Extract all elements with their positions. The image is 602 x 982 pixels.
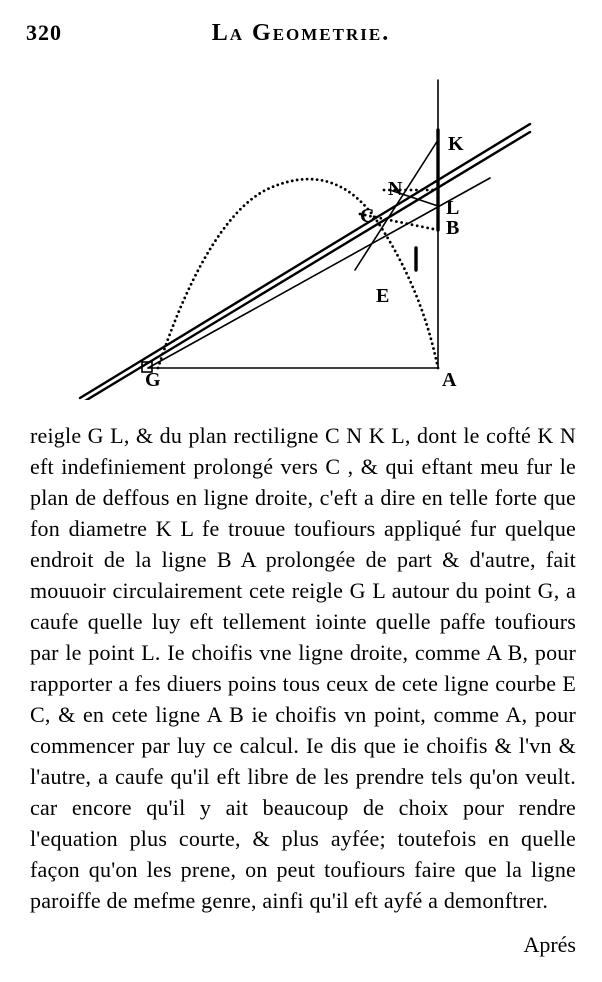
svg-text:L: L <box>446 197 459 219</box>
svg-text:G: G <box>145 369 161 391</box>
body-text: reigle G L, & du plan rectiligne C N K L… <box>30 420 576 916</box>
svg-text:B: B <box>446 217 459 239</box>
svg-text:A: A <box>442 369 457 391</box>
svg-text:C: C <box>360 205 374 227</box>
svg-text:E: E <box>376 285 389 307</box>
svg-text:K: K <box>448 133 464 155</box>
geometry-figure: G A BL K NC E <box>70 70 540 400</box>
page-header: 320 La Geometrie. <box>0 20 602 60</box>
svg-text:N: N <box>388 178 403 200</box>
page-title: La Geometrie. <box>0 20 602 47</box>
catchword: Aprés <box>30 932 576 958</box>
